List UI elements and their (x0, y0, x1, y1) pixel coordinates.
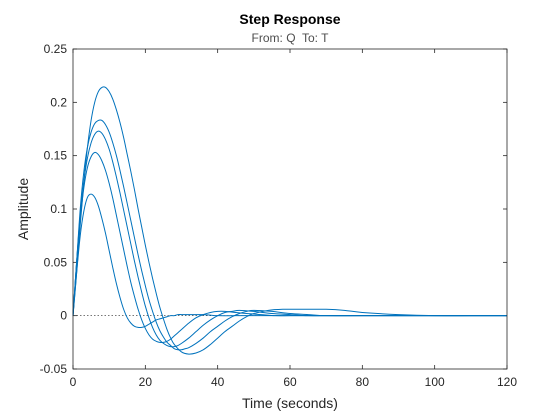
chart-subtitle: From: Q To: T (252, 31, 330, 45)
series-line-3 (72, 130, 507, 348)
y-tick-label: 0.15 (44, 149, 68, 163)
y-tick-label: 0 (60, 309, 67, 323)
y-tick-label: -0.05 (40, 362, 68, 376)
series-group (72, 86, 507, 355)
y-tick-label: 0.1 (50, 202, 67, 216)
x-tick-label: 60 (283, 375, 297, 389)
x-tick-label: 40 (211, 375, 225, 389)
chart-title: Step Response (239, 11, 340, 27)
plot-frame (72, 48, 508, 370)
x-axis-label: Time (seconds) (242, 395, 338, 411)
x-tick-label: 80 (356, 375, 370, 389)
y-tick-label: 0.05 (44, 255, 68, 269)
series-line-5 (72, 86, 507, 355)
y-tick-label: 0.25 (44, 42, 68, 56)
x-tick-label: 120 (497, 375, 517, 389)
x-tick-label: 100 (425, 375, 445, 389)
series-line-1 (72, 193, 507, 329)
x-tick-label: 0 (70, 375, 77, 389)
series-line-4 (72, 119, 507, 351)
y-axis-label: Amplitude (15, 178, 31, 240)
series-line-2 (72, 151, 507, 343)
y-tick-label: 0.2 (50, 95, 67, 109)
x-tick-label: 20 (139, 375, 153, 389)
